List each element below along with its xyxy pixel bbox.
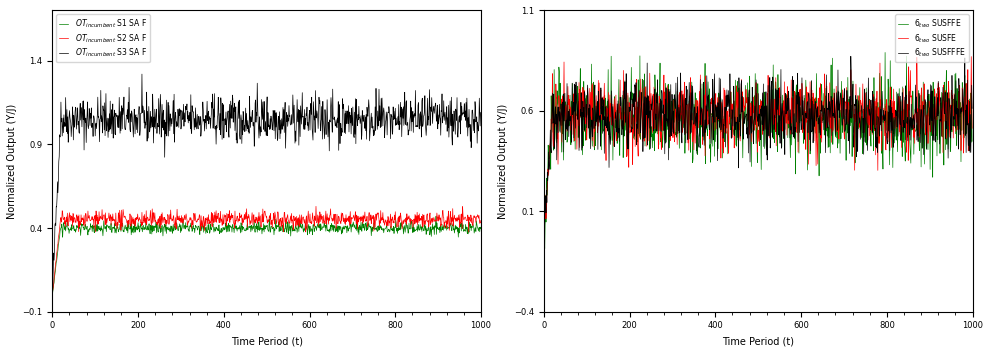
Y-axis label: Normalized Output (Y/J): Normalized Output (Y/J): [7, 103, 17, 219]
$6_{two}$ SUSFE: [872, 168, 884, 173]
$OT_{incumbent}$ S3 SA F: [236, 118, 248, 122]
$6_{two}$ SUSFE: [965, 54, 977, 59]
$OT_{incumbent}$ S3 SA F: [220, 110, 232, 114]
$OT_{incumbent}$ S1 SA F: [220, 221, 232, 225]
$OT_{incumbent}$ S1 SA F: [474, 226, 486, 231]
Line: $6_{two}$ SUSFFFE: $6_{two}$ SUSFFFE: [544, 56, 972, 249]
X-axis label: Time Period (t): Time Period (t): [723, 336, 794, 346]
$OT_{incumbent}$ S3 SA F: [341, 121, 352, 126]
$OT_{incumbent}$ S3 SA F: [381, 115, 393, 119]
$6_{two}$ SUSFFE: [538, 236, 549, 240]
$6_{two}$ SUSFFFE: [582, 83, 594, 87]
Line: $6_{two}$ SUSFFE: $6_{two}$ SUSFFE: [544, 53, 972, 249]
$OT_{incumbent}$ S2 SA F: [341, 217, 352, 221]
$6_{two}$ SUSFFFE: [538, 246, 549, 251]
$OT_{incumbent}$ S2 SA F: [474, 221, 486, 225]
$OT_{incumbent}$ S2 SA F: [310, 204, 322, 209]
$OT_{incumbent}$ S2 SA F: [381, 223, 393, 228]
Y-axis label: Normalized Output (Y/J): Normalized Output (Y/J): [499, 103, 509, 219]
Line: $6_{two}$ SUSFE: $6_{two}$ SUSFE: [544, 56, 972, 239]
$6_{two}$ SUSFFFE: [844, 54, 856, 58]
$OT_{incumbent}$ S2 SA F: [220, 214, 232, 218]
$OT_{incumbent}$ S3 SA F: [474, 110, 486, 115]
Line: $OT_{incumbent}$ S2 SA F: $OT_{incumbent}$ S2 SA F: [52, 207, 480, 293]
$6_{two}$ SUSFFE: [872, 140, 884, 145]
$OT_{incumbent}$ S1 SA F: [341, 225, 352, 229]
Line: $OT_{incumbent}$ S3 SA F: $OT_{incumbent}$ S3 SA F: [52, 74, 480, 291]
$6_{two}$ SUSFFE: [880, 128, 892, 132]
$OT_{incumbent}$ S1 SA F: [47, 294, 58, 298]
X-axis label: Time Period (t): Time Period (t): [231, 336, 303, 346]
$6_{two}$ SUSFFE: [833, 125, 844, 130]
$6_{two}$ SUSFE: [711, 113, 723, 117]
$6_{two}$ SUSFFE: [582, 113, 594, 118]
$6_{two}$ SUSFE: [966, 126, 978, 130]
$OT_{incumbent}$ S3 SA F: [47, 288, 58, 293]
$6_{two}$ SUSFFE: [539, 246, 550, 251]
$OT_{incumbent}$ S1 SA F: [90, 229, 102, 233]
$OT_{incumbent}$ S3 SA F: [136, 72, 148, 76]
$6_{two}$ SUSFFFE: [727, 110, 739, 114]
$6_{two}$ SUSFFFE: [832, 68, 843, 72]
Legend: $6_{two}$ SUSFFE, $6_{two}$ SUSFE, $6_{two}$ SUSFFFE: $6_{two}$ SUSFFE, $6_{two}$ SUSFE, $6_{t…: [895, 14, 969, 62]
$6_{two}$ SUSFE: [832, 125, 843, 130]
$6_{two}$ SUSFE: [727, 135, 739, 139]
$6_{two}$ SUSFFFE: [880, 131, 892, 135]
$6_{two}$ SUSFFFE: [966, 106, 978, 110]
Line: $OT_{incumbent}$ S1 SA F: $OT_{incumbent}$ S1 SA F: [52, 216, 480, 296]
$6_{two}$ SUSFFFE: [711, 105, 723, 109]
$6_{two}$ SUSFFE: [727, 128, 739, 132]
$OT_{incumbent}$ S3 SA F: [388, 117, 400, 121]
$OT_{incumbent}$ S1 SA F: [235, 221, 247, 225]
$OT_{incumbent}$ S2 SA F: [90, 209, 102, 213]
$6_{two}$ SUSFE: [879, 146, 891, 150]
$OT_{incumbent}$ S2 SA F: [388, 213, 400, 217]
$6_{two}$ SUSFE: [582, 86, 594, 91]
$OT_{incumbent}$ S2 SA F: [47, 291, 58, 295]
$OT_{incumbent}$ S1 SA F: [430, 214, 442, 219]
$OT_{incumbent}$ S1 SA F: [388, 231, 400, 235]
$6_{two}$ SUSFE: [538, 237, 549, 241]
$6_{two}$ SUSFFE: [966, 139, 978, 143]
$OT_{incumbent}$ S3 SA F: [90, 121, 102, 125]
$6_{two}$ SUSFFE: [712, 115, 724, 119]
Legend: $OT_{incumbent}$ S1 SA F, $OT_{incumbent}$ S2 SA F, $OT_{incumbent}$ S3 SA F: $OT_{incumbent}$ S1 SA F, $OT_{incumbent…: [56, 14, 149, 62]
$6_{two}$ SUSFFE: [879, 50, 891, 55]
$6_{two}$ SUSFFFE: [872, 115, 884, 120]
$OT_{incumbent}$ S2 SA F: [235, 215, 247, 219]
$OT_{incumbent}$ S1 SA F: [380, 225, 392, 229]
